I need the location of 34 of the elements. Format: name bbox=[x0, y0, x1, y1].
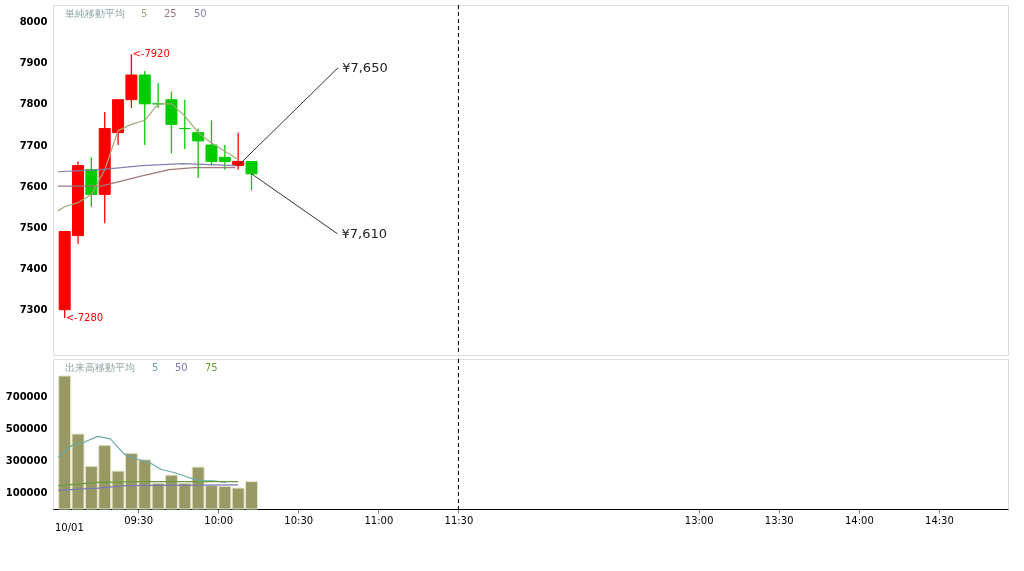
annotation: ¥7,610 bbox=[341, 225, 388, 241]
x-tick-label: 13:00 bbox=[684, 514, 714, 526]
y-tick-label: 100000 bbox=[5, 487, 48, 499]
y-tick-label: 7300 bbox=[19, 304, 48, 316]
annotation: ¥7,650 bbox=[342, 59, 388, 75]
x-tick-label: 14:00 bbox=[844, 514, 874, 526]
y-tick-label: 7800 bbox=[19, 98, 48, 110]
x-tick-label: 09:30 bbox=[124, 514, 153, 526]
legend-title: 単純移動平均 bbox=[65, 8, 125, 19]
x-tick-label: 11:30 bbox=[444, 514, 474, 526]
y-tick-label: 8000 bbox=[19, 15, 48, 27]
x-tick-label: 10:00 bbox=[204, 514, 234, 526]
x-tick-label: 10:30 bbox=[284, 514, 314, 526]
x-tick-label: 11:00 bbox=[364, 514, 394, 526]
text: 75 bbox=[205, 362, 218, 373]
text: 10/01 bbox=[55, 522, 84, 533]
y-tick-label: 7500 bbox=[19, 221, 48, 233]
y-tick-label: 300000 bbox=[5, 455, 48, 467]
annotation: <-7280 bbox=[65, 311, 104, 323]
annotation: <-7920 bbox=[132, 48, 170, 60]
y-tick-label: 500000 bbox=[5, 422, 48, 434]
text: 5 bbox=[141, 8, 148, 19]
x-tick-label: 13:30 bbox=[764, 514, 794, 526]
y-tick-label: 7900 bbox=[19, 57, 48, 69]
legend-title: 出来高移動平均 bbox=[65, 362, 135, 373]
y-tick-label: 7400 bbox=[19, 263, 48, 275]
y-tick-label: 700000 bbox=[5, 390, 48, 402]
text: 25 bbox=[164, 8, 177, 19]
text: 50 bbox=[175, 362, 188, 373]
x-tick-label: 14:30 bbox=[925, 514, 954, 526]
y-tick-label: 7700 bbox=[19, 139, 48, 151]
text: 50 bbox=[194, 8, 207, 19]
text: 5 bbox=[152, 362, 159, 373]
y-tick-label: 7600 bbox=[19, 180, 48, 192]
